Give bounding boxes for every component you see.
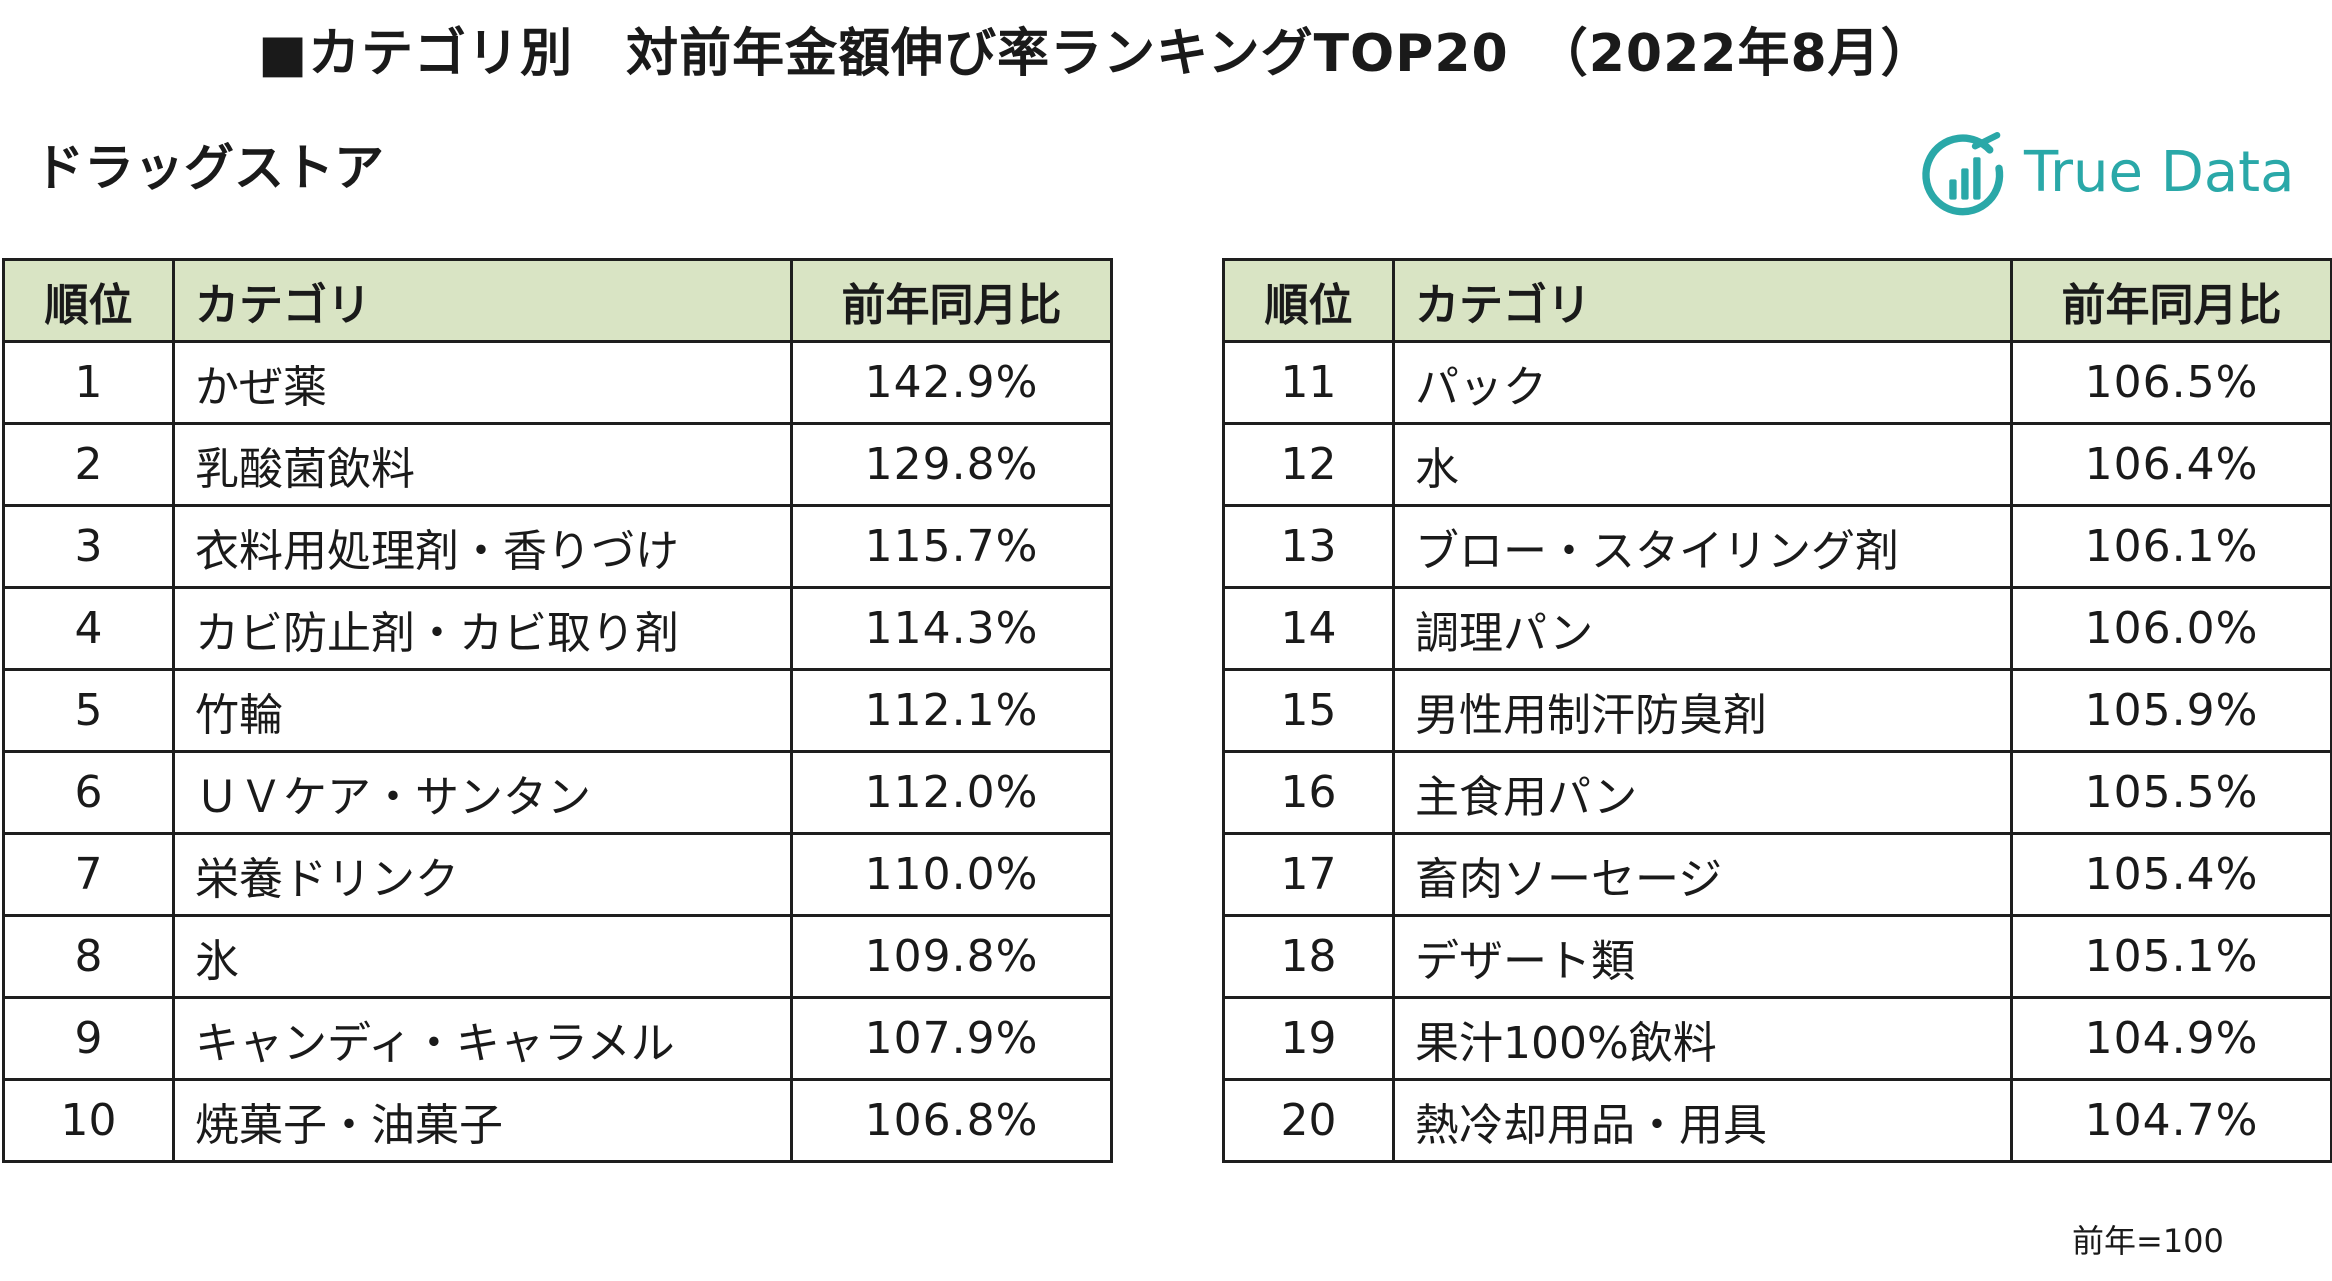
category-cell: キャンディ・キャラメル <box>172 996 793 1081</box>
ratio-cell: 106.4% <box>2010 422 2332 507</box>
rank-cell: 18 <box>1222 914 1395 999</box>
category-cell: 調理パン <box>1392 586 2013 671</box>
ratio-cell: 105.5% <box>2010 750 2332 835</box>
rank-cell: 20 <box>1222 1078 1395 1163</box>
ratio-cell: 115.7% <box>790 504 1113 589</box>
truedata-logo: True Data <box>1918 126 2298 218</box>
category-cell: 畜肉ソーセージ <box>1392 832 2013 917</box>
header-ratio: 前年同月比 <box>2010 258 2332 343</box>
category-cell: パック <box>1392 340 2013 425</box>
ranking-table-right: 順位 カテゴリ 前年同月比 11 パック 106.5% 12 水 106.4% 13 ブロ… <box>1222 258 2332 1163</box>
table-row: 7 栄養ドリンク 110.0% <box>2 832 1113 917</box>
ratio-cell: 112.1% <box>790 668 1113 753</box>
table-row: 10 焼菓子・油菓子 106.8% <box>2 1078 1113 1163</box>
rank-cell: 4 <box>2 586 175 671</box>
table-row: 6 ＵＶケア・サンタン 112.0% <box>2 750 1113 835</box>
section-subtitle: ドラッグストア <box>34 139 384 197</box>
table-row: 1 かぜ薬 142.9% <box>2 340 1113 425</box>
table-row: 19 果汁100%飲料 104.9% <box>1222 996 2332 1081</box>
table-row: 2 乳酸菌飲料 129.8% <box>2 422 1113 507</box>
ratio-cell: 106.1% <box>2010 504 2332 589</box>
category-cell: 衣料用処理剤・香りづけ <box>172 504 793 589</box>
header-category: カテゴリ <box>1392 258 2013 343</box>
table-row: 11 パック 106.5% <box>1222 340 2332 425</box>
category-cell: 焼菓子・油菓子 <box>172 1078 793 1163</box>
ratio-cell: 142.9% <box>790 340 1113 425</box>
ratio-cell: 129.8% <box>790 422 1113 507</box>
category-cell: 果汁100%飲料 <box>1392 996 2013 1081</box>
table-row: 12 水 106.4% <box>1222 422 2332 507</box>
category-cell: 熱冷却用品・用具 <box>1392 1078 2013 1163</box>
rank-cell: 14 <box>1222 586 1395 671</box>
rank-cell: 7 <box>2 832 175 917</box>
rank-cell: 1 <box>2 340 175 425</box>
table-row: 15 男性用制汗防臭剤 105.9% <box>1222 668 2332 753</box>
table-row: 20 熱冷却用品・用具 104.7% <box>1222 1078 2332 1163</box>
category-cell: 栄養ドリンク <box>172 832 793 917</box>
category-cell: 主食用パン <box>1392 750 2013 835</box>
header-category: カテゴリ <box>172 258 793 343</box>
category-cell: デザート類 <box>1392 914 2013 999</box>
logo-text: True Data <box>2024 139 2295 205</box>
ratio-cell: 107.9% <box>790 996 1113 1081</box>
rank-cell: 15 <box>1222 668 1395 753</box>
table-row: 14 調理パン 106.0% <box>1222 586 2332 671</box>
category-cell: 竹輪 <box>172 668 793 753</box>
rank-cell: 17 <box>1222 832 1395 917</box>
ratio-cell: 106.5% <box>2010 340 2332 425</box>
rank-cell: 9 <box>2 996 175 1081</box>
ratio-cell: 105.1% <box>2010 914 2332 999</box>
header-ratio: 前年同月比 <box>790 258 1113 343</box>
category-cell: 乳酸菌飲料 <box>172 422 793 507</box>
rank-cell: 8 <box>2 914 175 999</box>
header-rank: 順位 <box>1222 258 1395 343</box>
header-rank: 順位 <box>2 258 175 343</box>
base-note: 前年=100 <box>2072 1222 2224 1260</box>
table-row: 18 デザート類 105.1% <box>1222 914 2332 999</box>
ratio-cell: 106.8% <box>790 1078 1113 1163</box>
rank-cell: 12 <box>1222 422 1395 507</box>
category-cell: 水 <box>1392 422 2013 507</box>
rank-cell: 19 <box>1222 996 1395 1081</box>
rank-cell: 16 <box>1222 750 1395 835</box>
ratio-cell: 109.8% <box>790 914 1113 999</box>
bar-chart-logo-icon <box>1922 131 2004 216</box>
category-cell: かぜ薬 <box>172 340 793 425</box>
ratio-cell: 114.3% <box>790 586 1113 671</box>
ratio-cell: 106.0% <box>2010 586 2332 671</box>
table-row: 17 畜肉ソーセージ 105.4% <box>1222 832 2332 917</box>
rank-cell: 2 <box>2 422 175 507</box>
rank-cell: 6 <box>2 750 175 835</box>
ratio-cell: 110.0% <box>790 832 1113 917</box>
ratio-cell: 112.0% <box>790 750 1113 835</box>
ratio-cell: 105.9% <box>2010 668 2332 753</box>
category-cell: 男性用制汗防臭剤 <box>1392 668 2013 753</box>
table-header-row: 順位 カテゴリ 前年同月比 <box>1222 258 2332 343</box>
rank-cell: 10 <box>2 1078 175 1163</box>
table-row: 5 竹輪 112.1% <box>2 668 1113 753</box>
table-row: 4 カビ防止剤・カビ取り剤 114.3% <box>2 586 1113 671</box>
rank-cell: 3 <box>2 504 175 589</box>
page-title: ■カテゴリ別 対前年金額伸び率ランキングTOP20 （2022年8月） <box>258 24 1934 84</box>
ratio-cell: 104.9% <box>2010 996 2332 1081</box>
ratio-cell: 105.4% <box>2010 832 2332 917</box>
category-cell: 氷 <box>172 914 793 999</box>
rank-cell: 13 <box>1222 504 1395 589</box>
table-row: 3 衣料用処理剤・香りづけ 115.7% <box>2 504 1113 589</box>
table-row: 8 氷 109.8% <box>2 914 1113 999</box>
rank-cell: 5 <box>2 668 175 753</box>
table-row: 9 キャンディ・キャラメル 107.9% <box>2 996 1113 1081</box>
rank-cell: 11 <box>1222 340 1395 425</box>
ratio-cell: 104.7% <box>2010 1078 2332 1163</box>
category-cell: ブロー・スタイリング剤 <box>1392 504 2013 589</box>
category-cell: ＵＶケア・サンタン <box>172 750 793 835</box>
table-header-row: 順位 カテゴリ 前年同月比 <box>2 258 1113 343</box>
category-cell: カビ防止剤・カビ取り剤 <box>172 586 793 671</box>
table-row: 16 主食用パン 105.5% <box>1222 750 2332 835</box>
table-row: 13 ブロー・スタイリング剤 106.1% <box>1222 504 2332 589</box>
